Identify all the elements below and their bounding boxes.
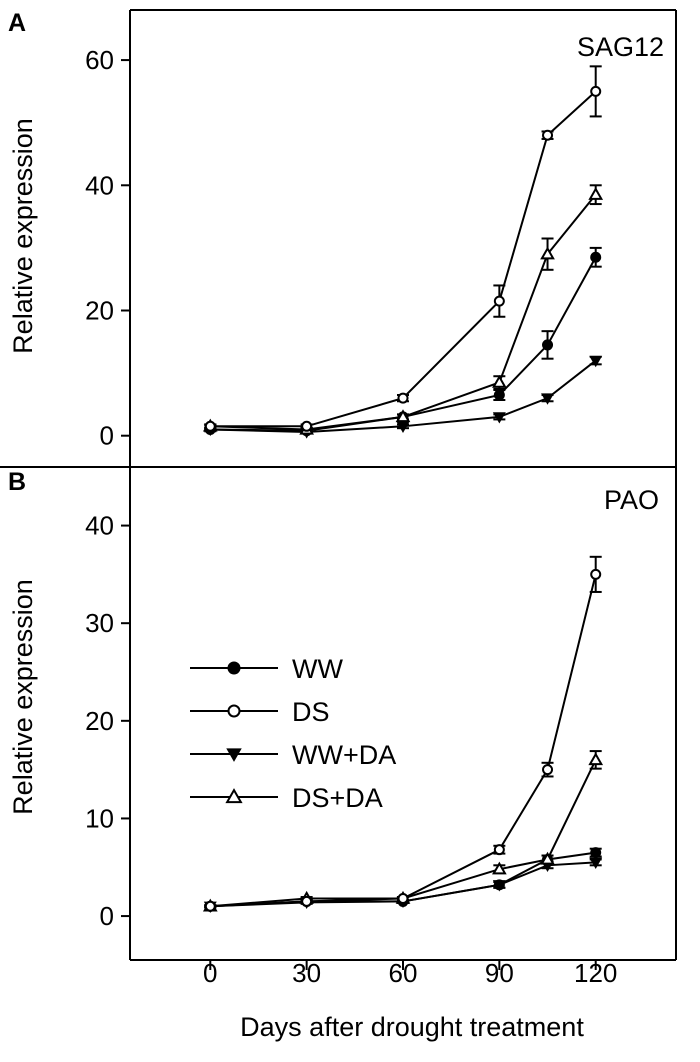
legend-label-ds: DS — [292, 697, 330, 727]
panel-a-point-ww — [542, 339, 554, 351]
panel-a-line-ds — [210, 90, 597, 428]
panel-a-point-ww-plus-da — [541, 393, 555, 405]
x-tick-label: 120 — [574, 958, 617, 988]
panel-a-point-ds — [590, 85, 602, 97]
panel-b-point-ww — [590, 847, 602, 859]
panel-a-line-ww-plus-da — [210, 359, 597, 433]
panel-b-point-ww-plus-da — [589, 857, 603, 870]
legend-marker-ds — [227, 704, 241, 718]
legend-item-ds: DS — [190, 697, 330, 727]
x-tick-label: 90 — [485, 958, 514, 988]
panel-a-point-ds — [493, 295, 505, 307]
panel-a-line-ww — [210, 256, 597, 432]
panel-b-point-ds — [204, 900, 216, 912]
legend: WW DS WW+DA DS+DA — [190, 654, 396, 813]
panel-b-line-ww-plus-da — [210, 861, 596, 908]
panel-b-point-ww — [493, 879, 505, 891]
x-tick-label: 30 — [292, 958, 321, 988]
panel-a-y-tick-label: 40 — [85, 170, 114, 200]
panel-b-line-ds-plus-da — [210, 759, 597, 908]
panel-b-y-tick-label: 30 — [85, 608, 114, 638]
panel-a-y-axis-label: Relative expression — [8, 118, 38, 354]
panel-a-point-ds — [301, 420, 313, 432]
legend-marker-ww — [227, 661, 241, 675]
panel-a-point-ww — [493, 389, 505, 401]
panel-a-y-tick-label: 60 — [85, 45, 114, 75]
panel-a-point-ds-plus-da — [492, 374, 507, 388]
panel-b-y-tick-label: 40 — [85, 511, 114, 541]
panel-a-point-ww — [590, 251, 602, 263]
panel-b-y-tick-label: 10 — [85, 803, 114, 833]
x-tick-label: 0 — [203, 958, 217, 988]
panel-a-sag12: A SAG12 Relative expression 0 20 40 60 — [0, 9, 677, 960]
panel-a-line-ds-plus-da — [210, 194, 597, 431]
panel-a-point-ds-plus-da — [395, 409, 411, 423]
panel-b-line-ds — [210, 574, 597, 908]
panel-a-point-ww-plus-da — [589, 355, 603, 368]
legend-marker-ds-plus-da — [225, 788, 243, 804]
legend-label-ds-plus-da: DS+DA — [292, 783, 383, 813]
panel-b-title: PAO — [604, 485, 659, 515]
panel-b-point-ds — [301, 895, 313, 907]
panel-b-point-ds-plus-da — [588, 752, 604, 766]
panel-b-y-axis-label: Relative expression — [8, 579, 38, 815]
legend-marker-ww-plus-da — [226, 748, 242, 762]
panel-a-title: SAG12 — [577, 32, 664, 62]
panel-b-pao: B PAO Relative expression 0 10 20 30 40 0 30 60… — [8, 467, 676, 988]
panel-b-point-ds — [397, 892, 409, 904]
panel-b-y-tick-label: 20 — [85, 706, 114, 736]
panel-b-point-ds — [542, 764, 554, 776]
panel-b-point-ds-plus-da — [492, 861, 507, 875]
panel-a-point-ww-plus-da — [492, 412, 506, 424]
panel-a-point-ds — [204, 420, 216, 432]
x-tick-label: 60 — [389, 958, 418, 988]
legend-label-ww-plus-da: WW+DA — [292, 740, 396, 770]
panel-b-y-tick-label: 0 — [100, 901, 114, 931]
panel-a-point-ds-plus-da — [588, 187, 604, 200]
panel-b-point-ds-plus-da — [540, 851, 555, 865]
legend-item-ww-plus-da: WW+DA — [190, 740, 396, 770]
panel-b-letter: B — [8, 468, 26, 496]
legend-item-ww: WW — [190, 654, 343, 684]
panel-b-point-ds — [590, 568, 602, 580]
panel-a-point-ds-plus-da — [540, 246, 555, 260]
panel-a-letter: A — [8, 9, 26, 37]
x-axis-label: Days after drought treatment — [240, 1012, 584, 1042]
legend-label-ww: WW — [292, 654, 343, 684]
panel-a-point-ds — [397, 392, 409, 404]
panel-a-y-tick-label: 20 — [85, 295, 114, 325]
panel-a-point-ds — [542, 129, 554, 141]
panel-b-point-ds — [493, 844, 505, 856]
legend-item-ds-plus-da: DS+DA — [190, 783, 383, 813]
panel-a-y-tick-label: 0 — [100, 421, 114, 451]
